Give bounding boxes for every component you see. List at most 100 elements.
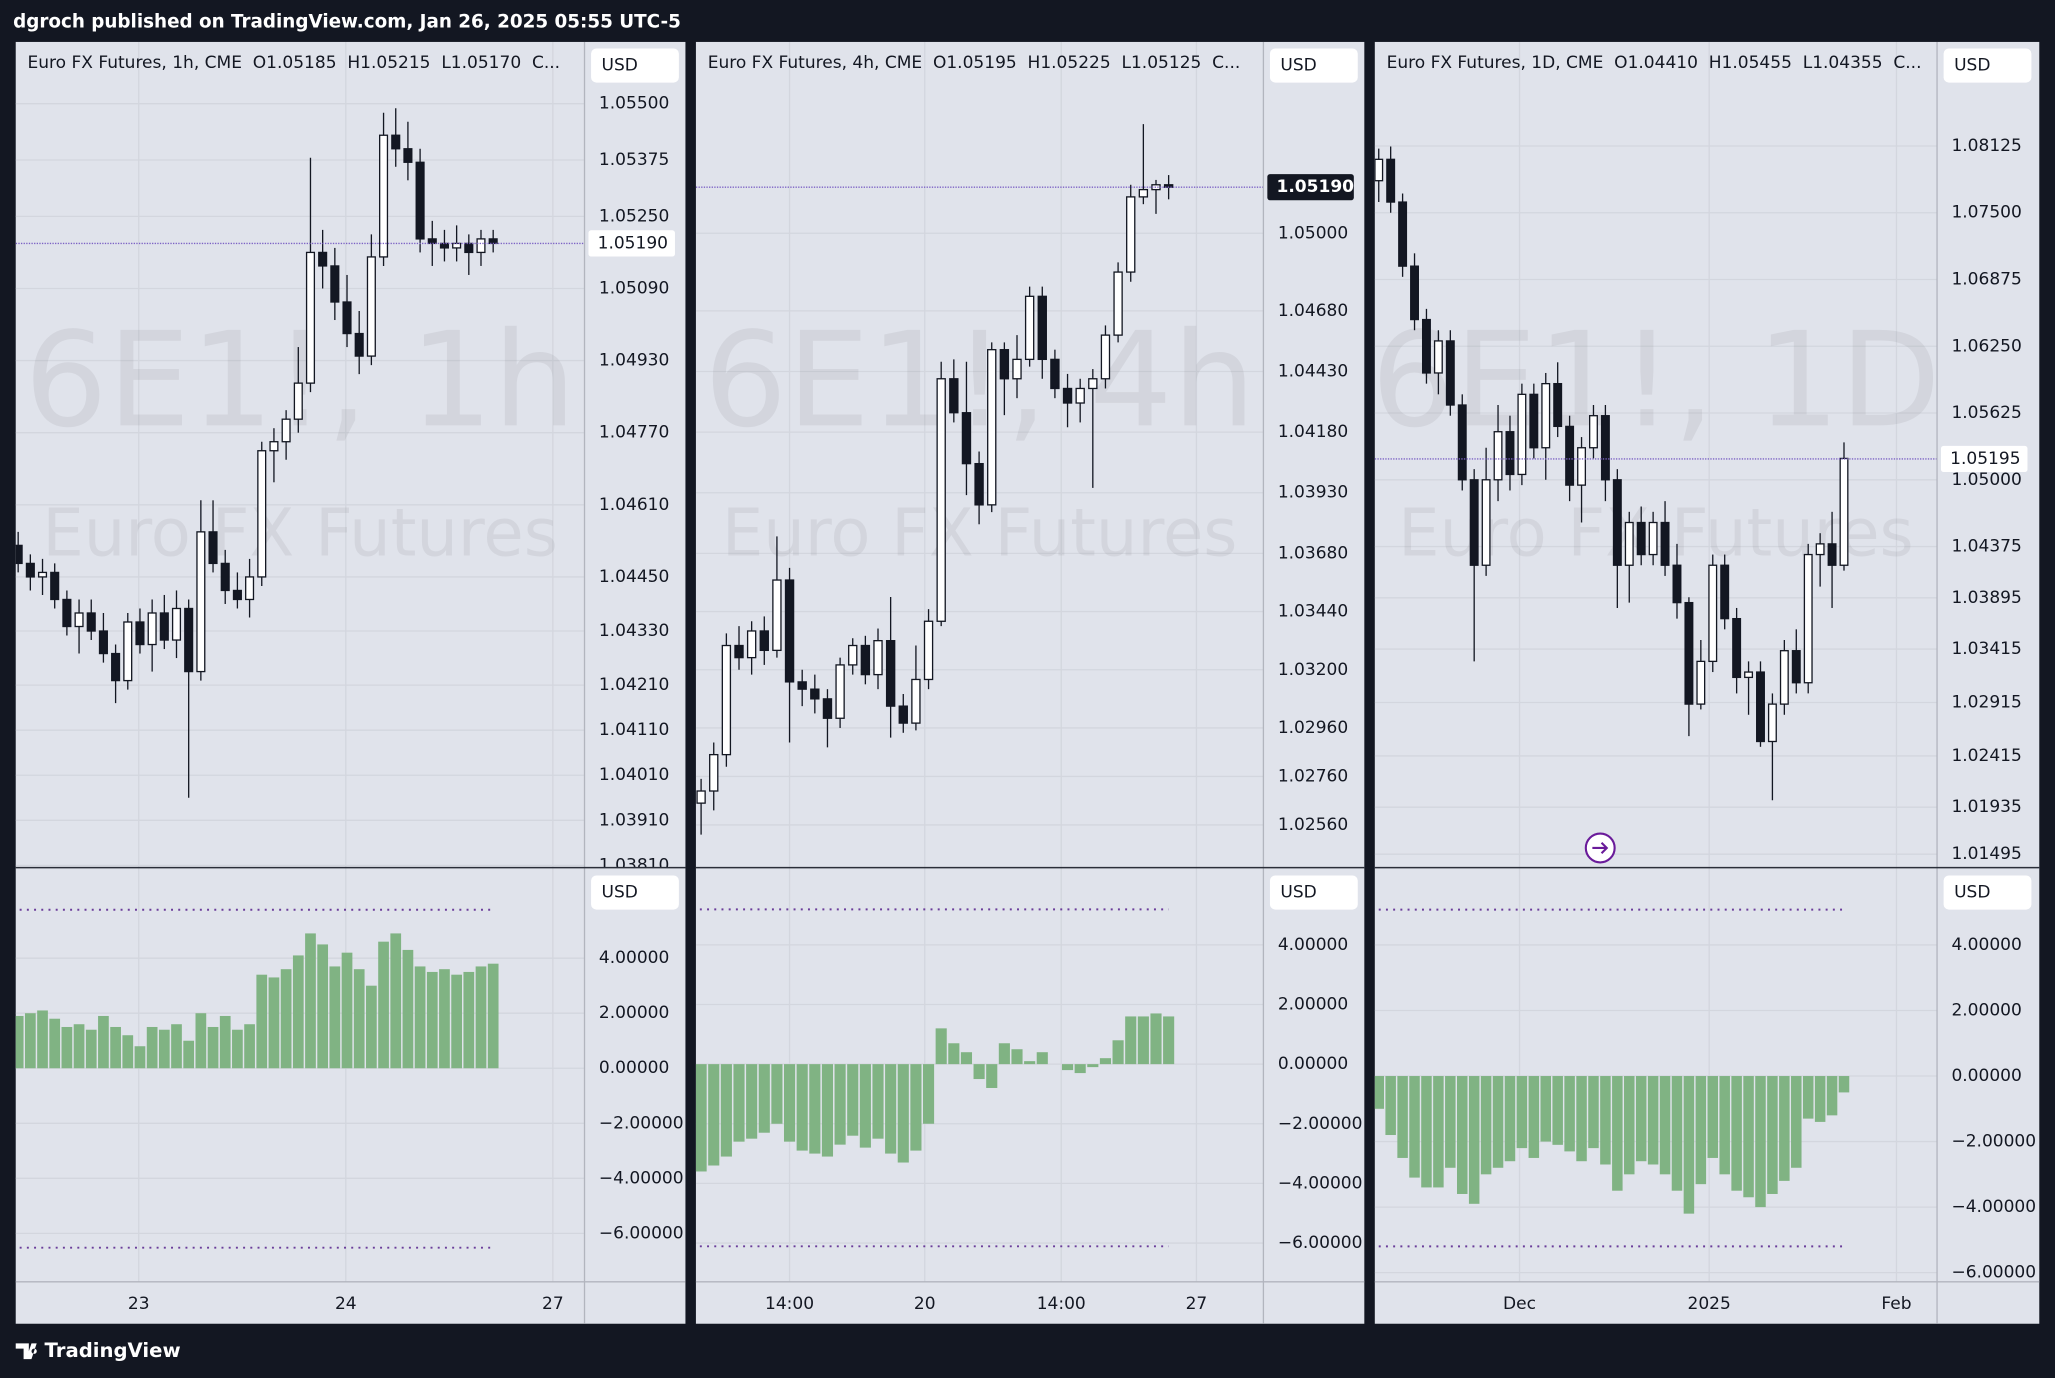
candle-body [111,652,121,682]
candle-body [1744,671,1754,679]
histogram-bar [1024,1061,1036,1065]
candle-body [305,251,316,384]
histogram-bar [1087,1064,1099,1068]
histogram-bar [1576,1076,1587,1162]
indicator-pane [15,867,585,1282]
candle-body [1803,553,1813,684]
y-tick-label: 0.00000 [1278,1054,1348,1074]
x-tick-label: Feb [1881,1294,1911,1314]
histogram-bar [256,974,268,1069]
histogram-bar [378,941,389,1069]
candle-body [379,134,389,258]
y-tick-label: 1.04210 [599,675,669,695]
histogram-bar [1791,1076,1802,1168]
currency-button[interactable] [1943,875,2032,910]
histogram-bar [910,1064,922,1151]
candle-body [318,251,328,267]
histogram-bar [426,971,438,1069]
last-price-box [588,230,675,257]
candle-body [415,161,425,240]
price-pane: 6E1!, 1h Euro FX Futures [15,41,585,868]
currency-label[interactable]: USD [602,883,638,903]
y-tick-label: 1.05250 [599,206,669,226]
y-tick-label: 1.01935 [1951,797,2021,817]
histogram-bar [1612,1076,1623,1191]
currency-label[interactable]: USD [1280,56,1316,76]
histogram-bar [1600,1076,1611,1165]
price-axis: 1.08125 1.07500 1.06875 1.06250 1.05625 1.050… [1940,136,2028,864]
histogram-bar [1552,1076,1563,1145]
icon-arrow[interactable] [1592,841,1609,854]
histogram-bar [986,1064,998,1088]
candle-body [147,612,157,646]
currency-label[interactable]: USD [602,56,638,76]
currency-button[interactable] [591,875,679,910]
histogram-bar [695,1064,707,1172]
candle-body [1636,521,1646,556]
currency-label[interactable]: USD [1280,883,1316,903]
histogram-bar [195,1013,207,1069]
y-tick-label: 1.04180 [1278,422,1348,442]
candle-body [1672,564,1682,604]
histogram-bar [317,944,329,1069]
histogram-bar [1731,1076,1742,1191]
histogram-bar [1659,1076,1671,1175]
candle-body [269,441,279,452]
y-tick-label: 1.01495 [1951,844,2021,864]
histogram-bar [475,966,487,1069]
histogram-bar [733,1064,745,1142]
y-tick-label: −6.00000 [1951,1263,2036,1283]
candle-body [1553,382,1563,428]
candle-body [1398,201,1408,267]
currency-button[interactable] [1269,875,1358,910]
histogram-bar [439,969,450,1069]
histogram-bar [847,1064,859,1136]
histogram-bar [366,985,377,1069]
last-price-box [1940,445,2028,473]
y-tick-label: 1.06875 [1951,270,2021,290]
currency-label[interactable]: USD [1954,883,1990,903]
histogram-bar [1385,1076,1396,1136]
histogram-bar [85,1029,97,1069]
currency-button[interactable] [1943,48,2032,83]
candle-body [1696,660,1706,705]
candle-body [860,644,871,676]
candle-body [1756,671,1765,743]
y-tick-label: 1.04010 [599,765,669,785]
histogram-bar [1074,1064,1086,1074]
histogram-bar [834,1064,846,1145]
histogram-bar [821,1064,834,1157]
currency-button[interactable] [1269,48,1358,83]
candle-body [746,630,757,659]
y-tick-label: 4.00000 [1951,935,2021,955]
histogram-bar [1163,1016,1175,1065]
y-tick-label: −4.00000 [599,1168,684,1188]
price-axis: 1.05000 1.04680 1.04430 1.04180 1.03930 1.036… [1267,174,1354,835]
currency-button[interactable] [591,48,679,83]
candle-body [488,238,498,245]
candle-body [911,678,921,724]
y-tick-label: −2.00000 [1278,1114,1363,1134]
y-tick-label: 1.04610 [599,495,669,515]
candle-body [696,790,706,804]
candle-body [1529,393,1539,449]
histogram-bar [1397,1076,1408,1158]
histogram-bar [746,1064,758,1139]
histogram-bar [1150,1013,1162,1065]
x-tick-label: Dec [1503,1294,1536,1314]
scroll-to-realtime-icon[interactable] [1584,832,1616,864]
histogram-bar [1061,1064,1074,1071]
y-tick-label: 4.00000 [599,948,669,968]
histogram-bar [1719,1076,1730,1175]
histogram-bar [1516,1076,1528,1149]
price-pane: 6E1!, 1DEuro FX Futures [1374,41,1941,868]
histogram-bar [390,933,402,1069]
y-tick-label: 1.03930 [1278,483,1348,503]
currency-label[interactable]: USD [1954,56,1990,76]
histogram-bar [305,933,316,1069]
histogram-bar [1445,1076,1456,1168]
candle-body [25,562,35,578]
histogram-bar [1480,1076,1492,1175]
